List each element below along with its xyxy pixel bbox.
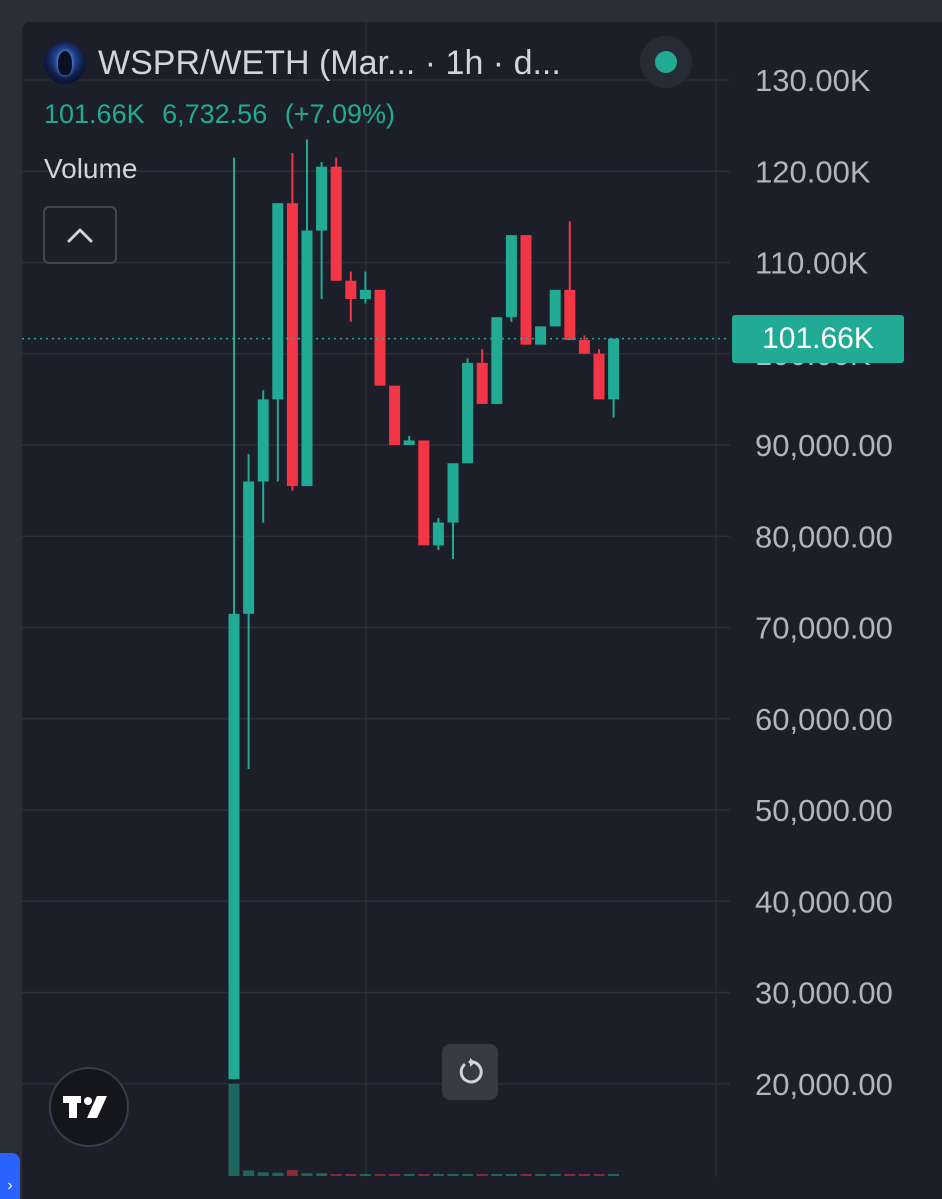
candle-body xyxy=(608,338,620,400)
last-price-tag: 101.66K xyxy=(732,315,904,363)
candle-body xyxy=(359,289,371,299)
live-status-dot-icon[interactable] xyxy=(640,36,692,88)
volume-bar xyxy=(520,1174,532,1176)
candle-body xyxy=(535,326,547,345)
reset-rotate-icon xyxy=(459,1058,483,1084)
volume-bar xyxy=(593,1174,605,1176)
y-tick-label: 50,000.00 xyxy=(755,793,893,828)
candle-body xyxy=(476,362,488,404)
candle-body xyxy=(286,203,298,487)
y-tick-label: 80,000.00 xyxy=(755,519,893,554)
y-tick-label: 60,000.00 xyxy=(755,702,893,737)
volume-bar xyxy=(389,1174,401,1176)
y-tick-label: 40,000.00 xyxy=(755,884,893,919)
candles xyxy=(228,139,620,1080)
candle-body xyxy=(403,440,415,445)
chevron-up-icon xyxy=(67,228,93,243)
volume-bar xyxy=(228,1084,240,1176)
volume-bar xyxy=(243,1170,255,1176)
volume-bar xyxy=(578,1174,590,1176)
candle-body xyxy=(243,481,255,614)
candle-body xyxy=(228,613,240,1080)
candle-body xyxy=(345,280,357,299)
candle-body xyxy=(593,353,605,400)
last-price-value: 101.66K xyxy=(44,99,145,129)
volume-bar xyxy=(476,1174,488,1176)
y-tick-label: 70,000.00 xyxy=(755,611,893,646)
candle-body xyxy=(301,230,313,487)
candle-body xyxy=(432,522,444,546)
volume-bar xyxy=(257,1172,269,1176)
volume-bar xyxy=(403,1174,415,1176)
hooded-figure-token-logo-icon xyxy=(44,42,86,84)
volume-bar xyxy=(345,1174,357,1176)
candle-body xyxy=(520,235,532,345)
volume-bar xyxy=(330,1174,342,1176)
volume-bar xyxy=(564,1174,576,1176)
candle-body xyxy=(257,399,269,482)
volume-bar xyxy=(374,1174,386,1176)
volume-bar xyxy=(316,1173,328,1176)
volume-bar xyxy=(432,1174,444,1176)
candle-body xyxy=(330,166,342,281)
candle-body xyxy=(389,385,401,445)
candle-body xyxy=(447,463,459,523)
symbol-title[interactable]: WSPR/WETH (Mar... · 1h · d... xyxy=(98,43,561,82)
y-tick-label: 120.00K xyxy=(755,154,871,189)
volume-bar xyxy=(359,1174,371,1176)
volume-bar xyxy=(418,1174,430,1176)
chart-header: WSPR/WETH (Mar... · 1h · d... xyxy=(44,40,561,86)
ohlc-readout: 101.66K 6,732.56 (+7.09%) xyxy=(44,99,405,130)
candle-body xyxy=(549,289,561,327)
grid-lines xyxy=(22,22,730,1177)
chevron-right-icon: › xyxy=(7,1177,13,1194)
y-tick-label: 90,000.00 xyxy=(755,428,893,463)
volume-bars xyxy=(228,1084,620,1176)
side-panel-tab[interactable]: › xyxy=(0,1153,20,1199)
volume-bar xyxy=(535,1174,547,1176)
tradingview-mark xyxy=(63,1096,107,1118)
volume-indicator-label[interactable]: Volume xyxy=(44,153,138,184)
y-tick-label: 20,000.00 xyxy=(755,1067,893,1102)
y-tick-label: 110.00K xyxy=(755,246,869,281)
candle-body xyxy=(272,203,284,400)
candle-body xyxy=(374,289,386,386)
candle-body xyxy=(418,440,430,546)
price-change-percent: (+7.09%) xyxy=(284,99,396,129)
candle-body xyxy=(316,166,328,231)
volume-bar xyxy=(549,1174,561,1176)
volume-bar xyxy=(272,1172,284,1176)
volume-bar xyxy=(608,1174,620,1176)
candle-body xyxy=(462,362,474,464)
volume-bar xyxy=(301,1173,313,1176)
price-change-value: 6,732.56 xyxy=(162,99,268,129)
candle-body xyxy=(564,289,576,341)
y-tick-label: 30,000.00 xyxy=(755,976,893,1011)
volume-bar xyxy=(505,1174,517,1176)
price-axis: 20,000.00 30,000.00 40,000.00 50,000.00 60,0… xyxy=(755,63,893,1102)
reset-chart-button[interactable] xyxy=(442,1044,498,1100)
collapse-legend-button[interactable] xyxy=(43,206,117,264)
volume-bar xyxy=(286,1170,298,1176)
tradingview-logo-icon[interactable] xyxy=(49,1067,129,1147)
volume-bar xyxy=(462,1174,474,1176)
chart-panel xyxy=(22,22,942,1199)
volume-bar xyxy=(491,1174,503,1176)
volume-bar xyxy=(447,1174,459,1176)
candle-body xyxy=(491,317,503,404)
candle-body xyxy=(578,340,590,354)
candle-body xyxy=(505,235,517,318)
y-tick-label: 130.00K xyxy=(755,63,871,98)
